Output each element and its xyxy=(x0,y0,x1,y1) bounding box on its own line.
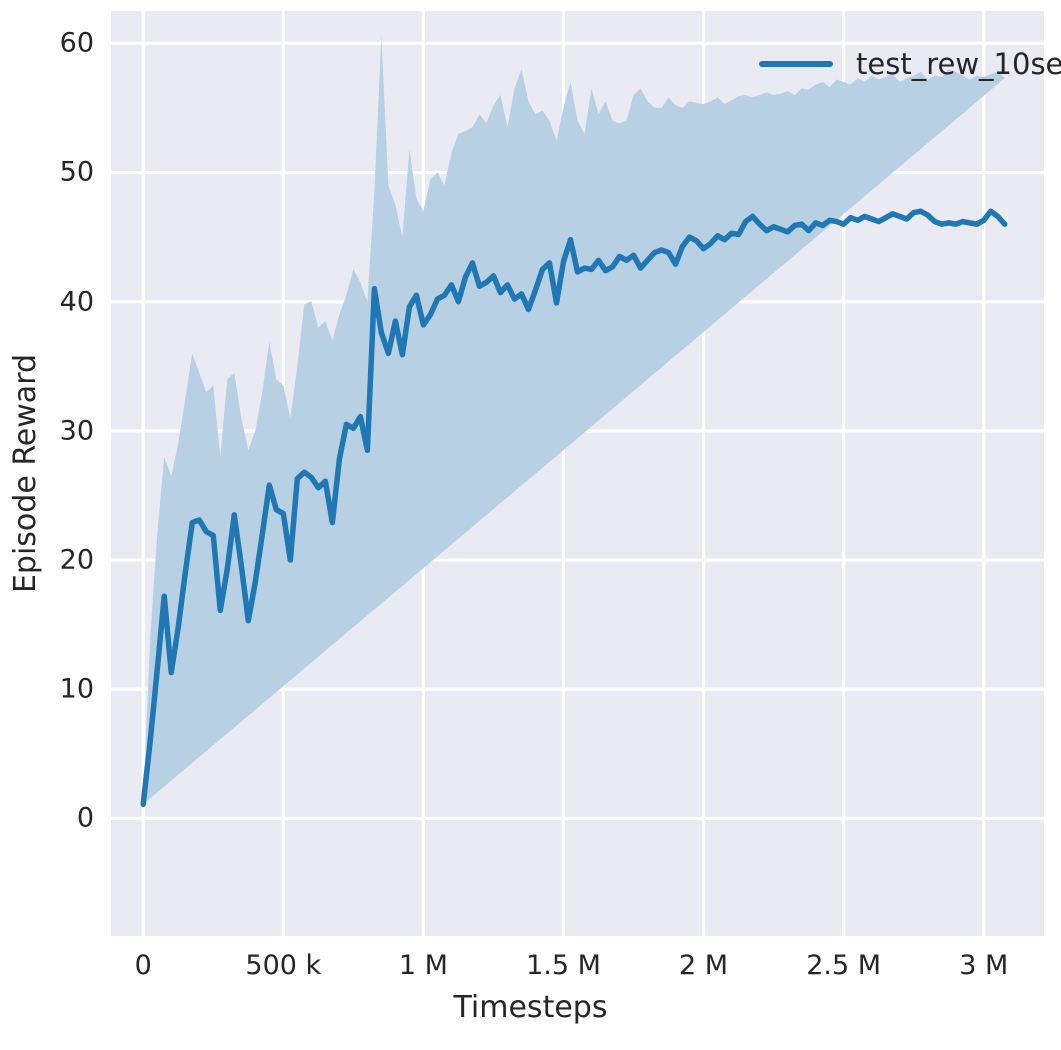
y-tick-label: 40 xyxy=(59,286,94,318)
legend-label: test_rew_10seeds.csv xyxy=(856,47,1061,81)
x-tick-label: 2 M xyxy=(679,950,729,981)
y-tick-label: 30 xyxy=(59,415,94,447)
x-tick-label: 1 M xyxy=(398,950,448,981)
x-tick-label: 1.5 M xyxy=(526,950,601,981)
plot-svg xyxy=(111,11,1044,936)
mean-line xyxy=(140,208,1008,807)
x-tick-label: 500 k xyxy=(245,950,322,981)
y-tick-label: 0 xyxy=(76,802,94,834)
y-tick-label: 60 xyxy=(59,27,94,59)
y-tick-label: 20 xyxy=(59,544,94,576)
x-axis-title: Timesteps xyxy=(453,990,608,1025)
plot-area: test_rew_10seeds.csv xyxy=(111,11,1061,936)
x-tick-label: 2.5 M xyxy=(806,950,882,981)
y-axis-title: Episode Reward xyxy=(8,353,43,594)
x-tick-label: 0 xyxy=(134,950,152,981)
legend: test_rew_10seeds.csv xyxy=(759,47,1061,81)
x-tick-label: 3 M xyxy=(959,950,1009,981)
y-tick-label: 10 xyxy=(59,673,94,705)
y-tick-label: 50 xyxy=(59,156,94,188)
legend-line-swatch xyxy=(759,61,833,67)
